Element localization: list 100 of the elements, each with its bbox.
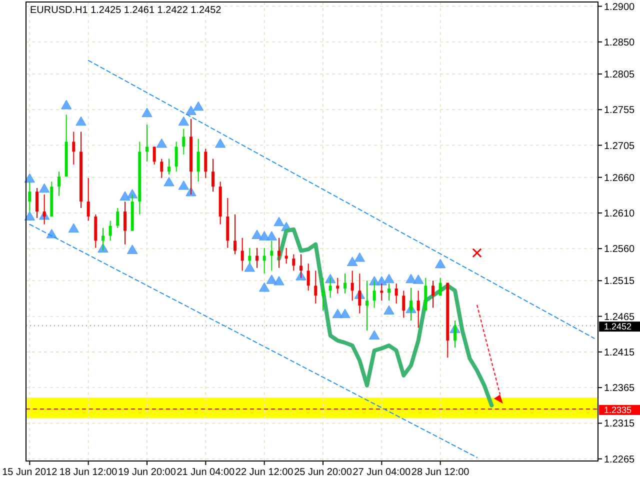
candlestick xyxy=(416,290,420,328)
candlestick xyxy=(300,254,302,278)
y-tick-label: 1.2705 xyxy=(604,140,636,152)
y-tick-label: 1.2660 xyxy=(604,172,636,184)
point xyxy=(258,282,270,292)
point xyxy=(274,216,284,226)
candlestick xyxy=(372,280,376,308)
candlestick xyxy=(86,178,90,222)
point xyxy=(68,223,80,233)
candlestick xyxy=(196,138,200,182)
y-tick-label: 1.2900 xyxy=(604,2,636,13)
candlestick xyxy=(168,158,170,175)
candlestick xyxy=(160,158,164,179)
y-tick-label: 1.2755 xyxy=(604,105,636,116)
point xyxy=(156,138,168,148)
point xyxy=(126,189,138,198)
candlestick xyxy=(28,181,32,212)
point xyxy=(126,244,138,254)
y-tick-label: 1.2560 xyxy=(604,244,636,256)
point xyxy=(60,100,72,110)
point xyxy=(258,231,270,240)
point xyxy=(24,173,36,183)
candlestick xyxy=(248,247,252,264)
y-tick-label: 1.2515 xyxy=(604,276,636,288)
point xyxy=(24,211,36,220)
candlestick xyxy=(256,247,258,268)
point xyxy=(192,101,204,111)
candlestick xyxy=(306,263,310,292)
candlestick xyxy=(292,254,296,272)
candlestick xyxy=(314,270,318,304)
point xyxy=(368,330,380,340)
candlestick xyxy=(42,194,46,225)
candlestick xyxy=(322,277,324,312)
candlestick xyxy=(284,247,288,264)
point xyxy=(252,230,262,239)
candlestick xyxy=(234,214,236,255)
point xyxy=(186,106,196,115)
candlestick xyxy=(432,280,434,308)
candlestick xyxy=(270,240,274,272)
candlestick xyxy=(336,277,340,294)
y-tick-label: 1.2850 xyxy=(604,37,636,48)
point xyxy=(120,191,130,200)
candlestick xyxy=(102,227,104,252)
candlestick xyxy=(402,290,406,318)
y-tick-label: 1.2465 xyxy=(604,312,636,323)
candlestick xyxy=(212,158,214,192)
point xyxy=(266,231,278,240)
y-tick-label: 1.2315 xyxy=(604,418,636,430)
ref-line-label: 1.2335 xyxy=(604,405,632,416)
candlestick xyxy=(152,146,156,166)
point xyxy=(384,274,394,284)
candlestick xyxy=(380,283,384,302)
x-tick-label: 21 Jun 04:00 xyxy=(176,467,236,478)
ref-line-label: 1.2452 xyxy=(604,322,632,332)
candlestick xyxy=(358,273,362,314)
x-tick-label: 22 Jun 12:00 xyxy=(235,467,294,478)
point xyxy=(76,116,86,126)
point xyxy=(38,183,50,193)
point xyxy=(340,308,350,318)
point xyxy=(412,274,424,284)
candlestick xyxy=(240,237,244,272)
candlestick xyxy=(146,124,148,162)
candlestick xyxy=(328,277,332,298)
y-tick-label: 1.2610 xyxy=(604,208,636,220)
point xyxy=(142,108,152,118)
x-tick-label: 25 Jun 20:00 xyxy=(294,467,352,478)
candlestick xyxy=(394,283,398,304)
candlestick xyxy=(454,320,456,348)
candlestick xyxy=(366,280,368,332)
candlestick xyxy=(108,220,112,242)
x-tick-label: 19 Jun 20:00 xyxy=(118,467,176,478)
point xyxy=(214,138,226,148)
chart-title: EURUSD.H1 1.2425 1.2461 1.2422 1.2452 xyxy=(30,5,222,16)
x-tick-label: 18 Jun 12:00 xyxy=(59,467,118,478)
candlestick xyxy=(58,171,60,196)
x-tick-label: 28 Jun 12:00 xyxy=(411,467,470,478)
point xyxy=(178,116,190,126)
candlestick xyxy=(350,270,354,302)
candlestick xyxy=(344,273,346,294)
candlestick xyxy=(36,188,38,218)
candlestick xyxy=(388,283,390,302)
candlestick xyxy=(182,128,186,156)
candlestick xyxy=(278,237,280,268)
point xyxy=(164,176,174,186)
point xyxy=(406,274,416,284)
y-tick-label: 1.2265 xyxy=(604,454,636,466)
point xyxy=(244,262,256,272)
point xyxy=(384,305,394,315)
y-tick-label: 1.2805 xyxy=(604,69,636,80)
point xyxy=(274,276,284,286)
point xyxy=(434,258,446,268)
candlestick xyxy=(116,207,120,228)
candlestick xyxy=(262,247,266,274)
candlestick xyxy=(72,131,76,166)
point xyxy=(178,180,190,190)
candlestick xyxy=(410,287,412,322)
x-tick-label: 15 Jun 2012 xyxy=(2,467,58,478)
candlestick xyxy=(124,201,126,245)
candlestick xyxy=(438,277,442,296)
candlestick xyxy=(204,148,208,179)
